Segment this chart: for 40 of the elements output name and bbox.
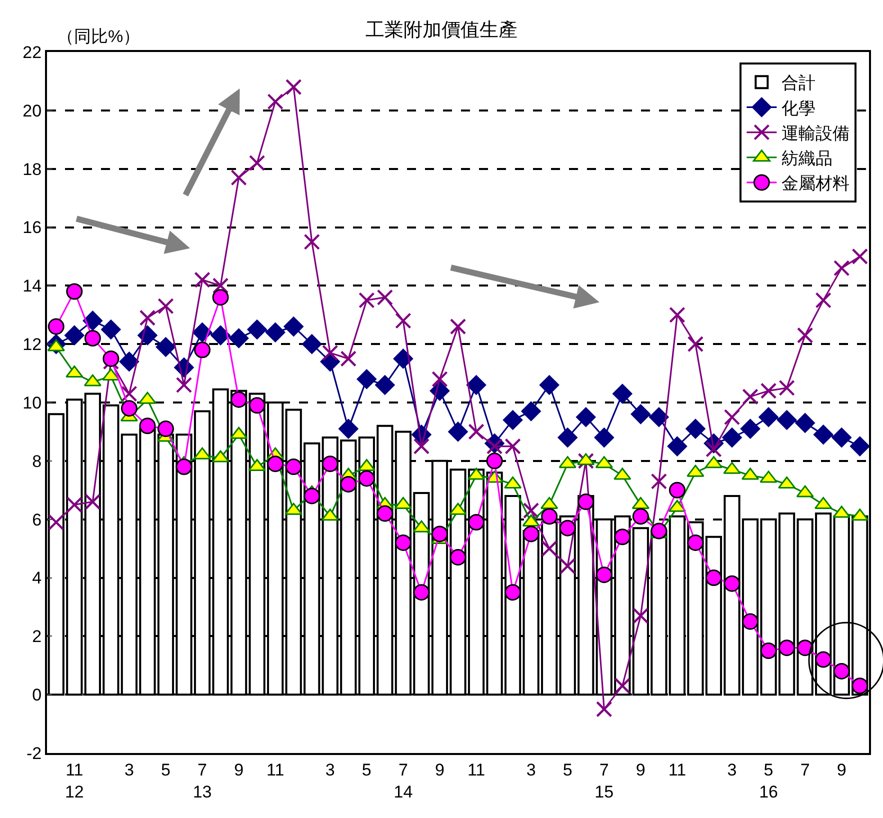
x-tick-label: 9 <box>234 760 244 780</box>
y-tick-label: 2 <box>32 627 42 646</box>
x-tick-label: 3 <box>325 760 335 780</box>
legend-label: 紡織品 <box>782 148 833 168</box>
chart-title: 工業附加價值生產 <box>366 20 518 42</box>
y-tick-label: 6 <box>32 510 42 530</box>
x-tick-label: 7 14 <box>394 760 413 802</box>
y-tick-label: 10 <box>22 393 42 412</box>
y-tick-label: -2 <box>26 744 42 763</box>
legend-label: 運輸設備 <box>782 124 850 143</box>
x-tick-label: 7 <box>800 760 810 780</box>
x-tick-label: 11 <box>668 760 686 780</box>
y-tick-label: 18 <box>22 160 42 179</box>
y-axis-title: （同比%） <box>57 27 140 46</box>
legend-label: 化學 <box>782 98 816 118</box>
x-tick-label: 9 <box>636 760 646 780</box>
x-tick-label: 3 <box>727 760 737 780</box>
y-tick-label: 14 <box>22 276 42 296</box>
x-tick-label: 9 <box>836 760 846 780</box>
x-tick-label: 9 <box>434 760 444 780</box>
x-tick-label: 5 16 <box>759 760 778 802</box>
legend-label: 合計 <box>782 74 816 93</box>
x-tick-label: 11 12 <box>64 760 84 802</box>
y-tick-label: 4 <box>32 568 42 588</box>
x-tick-label: 5 <box>362 760 372 780</box>
x-tick-label: 3 <box>526 760 536 780</box>
x-tick-label: 3 <box>124 760 134 780</box>
y-tick-label: 22 <box>22 42 42 62</box>
x-tick-label: 5 <box>160 760 170 780</box>
y-tick-label: 12 <box>22 335 42 354</box>
y-tick-label: 8 <box>32 452 42 471</box>
x-tick-label: 11 <box>266 760 284 780</box>
x-tick-label: 7 13 <box>192 760 212 802</box>
x-tick-label: 5 <box>562 760 572 780</box>
y-tick-label: 0 <box>32 686 42 705</box>
x-tick-label: 11 <box>467 760 486 780</box>
x-tick-label: 7 15 <box>594 760 614 802</box>
y-tick-label: 16 <box>22 218 42 238</box>
y-tick-label: 20 <box>22 101 42 120</box>
legend-label: 金屬材料 <box>782 174 850 194</box>
